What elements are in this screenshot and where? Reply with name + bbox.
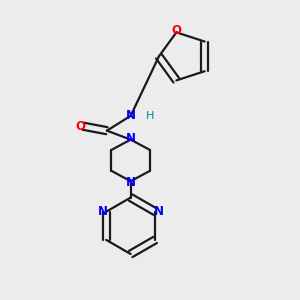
Text: N: N xyxy=(98,205,108,218)
Text: O: O xyxy=(75,120,85,133)
Text: N: N xyxy=(126,132,136,145)
Text: N: N xyxy=(126,176,136,189)
Text: N: N xyxy=(126,109,136,122)
Text: N: N xyxy=(154,205,164,218)
Text: H: H xyxy=(146,111,154,121)
Text: O: O xyxy=(171,24,182,38)
